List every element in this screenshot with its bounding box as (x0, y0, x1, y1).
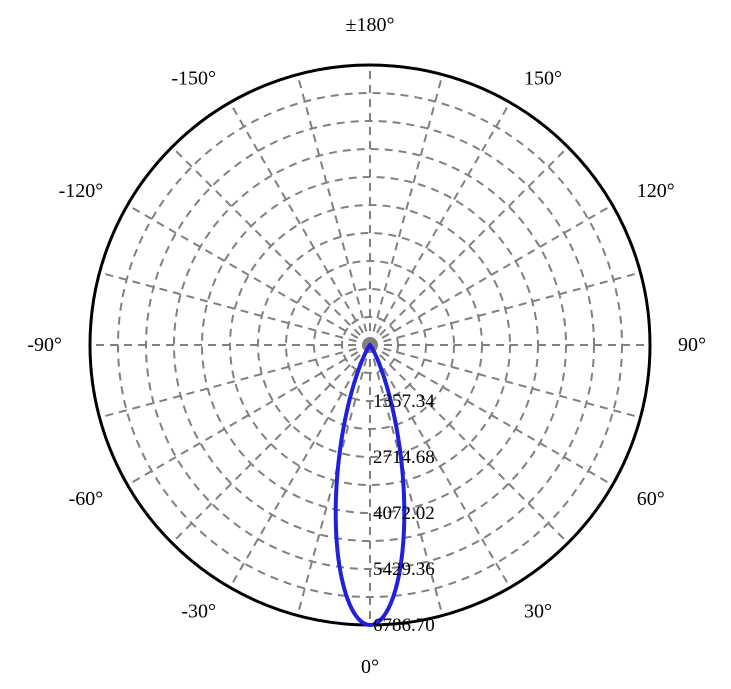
radial-label: 2714.68 (373, 447, 435, 468)
angle-label: 90° (678, 334, 706, 356)
angle-label: 30° (524, 601, 552, 623)
angle-label: -150° (171, 67, 216, 89)
angle-label: -120° (59, 180, 104, 202)
radial-label: 6786.70 (373, 615, 435, 636)
polar-chart: 1357.34 2714.68 4072.02 5429.36 6786.70 ±180°… (0, 0, 731, 689)
angle-label: 0° (361, 656, 379, 678)
angle-label: 150° (524, 67, 562, 89)
angle-label: ±180° (346, 14, 395, 36)
radial-label: 5429.36 (373, 559, 435, 580)
radial-label: 4072.02 (373, 503, 435, 524)
polar-svg: 1357.34 2714.68 4072.02 5429.36 6786.70 ±180°… (0, 0, 731, 689)
angle-label: -30° (181, 601, 216, 623)
radial-label: 1357.34 (373, 391, 435, 412)
angle-label: -90° (27, 334, 62, 356)
angle-label: 120° (637, 180, 675, 202)
angle-label: -60° (69, 488, 104, 510)
angle-label: 60° (637, 488, 665, 510)
